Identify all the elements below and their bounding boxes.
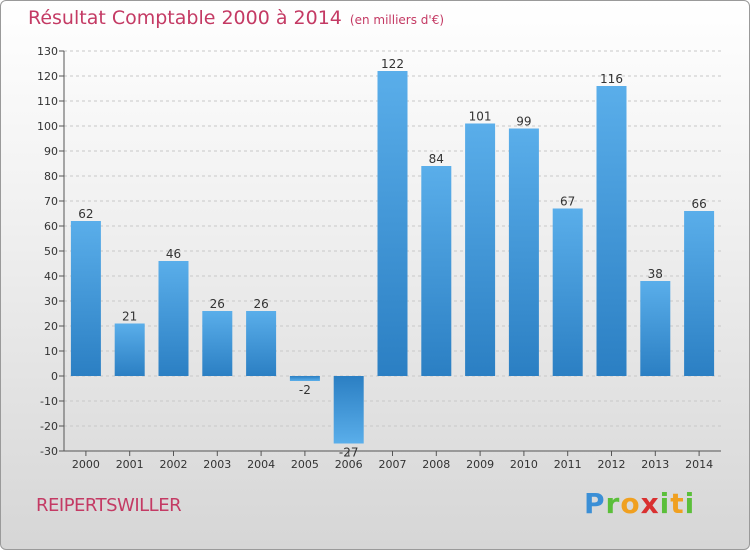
x-tick-label: 2014 [685,458,713,471]
y-tick-label: 50 [44,245,58,258]
x-tick-label: 2010 [510,458,538,471]
bar [158,261,189,376]
chart-title-unit: (en milliers d'€) [349,13,445,27]
bar [70,221,101,376]
y-tick-label: 30 [44,295,58,308]
data-label: 99 [516,115,531,129]
data-label: 66 [691,197,706,211]
x-tick-label: 2008 [422,458,450,471]
commune-name: REIPERTSWILLER [36,495,182,516]
y-tick-label: 110 [37,95,58,108]
bar [289,376,320,381]
data-label: 67 [560,195,575,209]
data-label: -27 [339,446,359,460]
y-tick-label: 100 [37,120,58,133]
y-tick-label: -20 [40,420,58,433]
x-tick-label: 2013 [641,458,669,471]
bar [114,323,145,376]
x-tick-label: 2009 [466,458,494,471]
x-tick-label: 2003 [203,458,231,471]
x-tick-label: 2000 [72,458,100,471]
data-label: -2 [299,383,311,397]
y-tick-label: 40 [44,270,58,283]
x-tick-label: 2002 [160,458,188,471]
bar [246,311,277,376]
x-tick-label: 2004 [247,458,275,471]
y-tick-label: 130 [37,45,58,58]
chart-title-main: Résultat Comptable 2000 à 2014 [28,7,342,29]
y-tick-label: -30 [40,445,58,458]
x-tick-label: 2011 [554,458,582,471]
bar [202,311,233,376]
x-tick-label: 2005 [291,458,319,471]
bar [596,86,627,376]
data-label: 26 [210,297,225,311]
data-label: 38 [648,267,663,281]
y-tick-label: -10 [40,395,58,408]
data-label: 62 [78,207,93,221]
y-tick-label: 60 [44,220,58,233]
data-label: 46 [166,247,181,261]
bar [465,123,496,376]
data-label: 116 [600,72,623,86]
y-tick-label: 70 [44,195,58,208]
x-tick-label: 2007 [379,458,407,471]
y-tick-label: 80 [44,170,58,183]
y-tick-label: 120 [37,70,58,83]
data-label: 26 [253,297,268,311]
bar [421,166,452,376]
x-tick-label: 2006 [335,458,363,471]
y-tick-label: 0 [51,370,58,383]
x-tick-label: 2001 [116,458,144,471]
bar [684,211,715,376]
y-tick-label: 90 [44,145,58,158]
bar [333,376,364,444]
proxiti-logo: Proxiti [584,487,696,520]
bar [508,128,539,376]
bar [552,208,583,376]
data-label: 122 [381,57,404,71]
y-tick-label: 10 [44,345,58,358]
bar [640,281,671,376]
bar [377,71,408,376]
chart-title: Résultat Comptable 2000 à 2014 (en millie… [28,7,444,29]
y-tick-label: 20 [44,320,58,333]
data-label: 101 [469,110,492,124]
data-label: 84 [429,152,444,166]
data-label: 21 [122,310,137,324]
x-tick-label: 2012 [598,458,626,471]
